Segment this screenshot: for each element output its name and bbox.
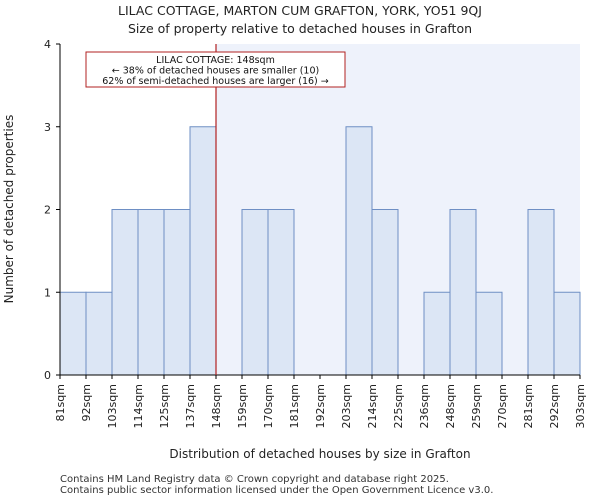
y-axis-label: Number of detached properties (2, 115, 16, 304)
x-tick-label: 181sqm (288, 384, 301, 428)
bars-layer (59, 126, 581, 376)
x-tick-label: 270sqm (496, 384, 509, 428)
x-tick-label: 137sqm (184, 384, 197, 428)
x-axis-label: Distribution of detached houses by size … (169, 447, 470, 461)
x-tick-label: 214sqm (366, 384, 379, 428)
x-tick-label: 114sqm (132, 384, 145, 428)
x-tick-label: 192sqm (314, 384, 327, 428)
x-tick-label: 225sqm (392, 384, 405, 428)
annotation-line-3: 62% of semi-detached houses are larger (… (102, 76, 329, 87)
bar-125sqm (163, 209, 191, 376)
chart-title-block: LILAC COTTAGE, MARTON CUM GRAFTON, YORK,… (0, 2, 600, 38)
bar-159sqm (241, 209, 269, 376)
chart-subtitle: Size of property relative to detached ho… (127, 21, 473, 36)
x-tick-label: 159sqm (236, 384, 249, 428)
x-tick-label: 203sqm (340, 384, 353, 428)
y-tick-label: 4 (44, 38, 51, 51)
y-tick-label: 2 (44, 204, 51, 217)
bar-203sqm (345, 126, 373, 376)
bar-281sqm (527, 209, 555, 376)
annotation-box (85, 51, 346, 88)
bar-259sqm (475, 291, 503, 376)
bar-248sqm (449, 209, 477, 376)
annotation-line-1: LILAC COTTAGE: 148sqm (156, 55, 275, 66)
x-tick-label: 248sqm (444, 384, 457, 428)
x-tick-label: 81sqm (54, 384, 67, 421)
chart-title: LILAC COTTAGE, MARTON CUM GRAFTON, YORK,… (118, 3, 482, 18)
annotation-line-2: ← 38% of detached houses are smaller (10… (112, 66, 319, 77)
credits: Contains HM Land Registry data © Crown c… (60, 474, 493, 496)
x-tick-label: 103sqm (106, 384, 119, 428)
y-tick-labels: 0 1 2 3 4 (44, 38, 51, 382)
x-tick-label: 236sqm (418, 384, 431, 428)
x-tick-label: 303sqm (574, 384, 587, 428)
bar-292sqm (553, 291, 581, 376)
bar-214sqm (371, 209, 399, 376)
x-tick-label: 170sqm (262, 384, 275, 428)
x-tick-label: 259sqm (470, 384, 483, 428)
bar-114sqm (137, 209, 165, 376)
x-tick-labels: 81sqm 92sqm 103sqm 114sqm 125sqm 137sqm 148sqm… (54, 384, 587, 428)
bar-236sqm (423, 291, 451, 376)
bar-92sqm (85, 291, 113, 376)
bar-137sqm (189, 126, 217, 376)
x-tick-label: 148sqm (210, 384, 223, 428)
y-tick-label: 0 (44, 369, 51, 382)
bar-103sqm (111, 209, 139, 376)
bar-81sqm (59, 291, 87, 376)
bar-170sqm (267, 209, 295, 376)
y-tick-label: 1 (44, 286, 51, 299)
y-tick-label: 3 (44, 121, 51, 134)
x-tick-label: 292sqm (548, 384, 561, 428)
credits-line-2: Contains public sector information licen… (60, 485, 494, 496)
x-tick-label: 92sqm (80, 384, 93, 421)
x-tick-label: 281sqm (522, 384, 535, 428)
axes-layer (56, 43, 581, 379)
credits-line-1: Contains HM Land Registry data © Crown c… (60, 474, 449, 485)
marker-layer: LILAC COTTAGE: 148sqm← 38% of detached h… (85, 44, 346, 375)
x-tick-label: 125sqm (158, 384, 171, 428)
